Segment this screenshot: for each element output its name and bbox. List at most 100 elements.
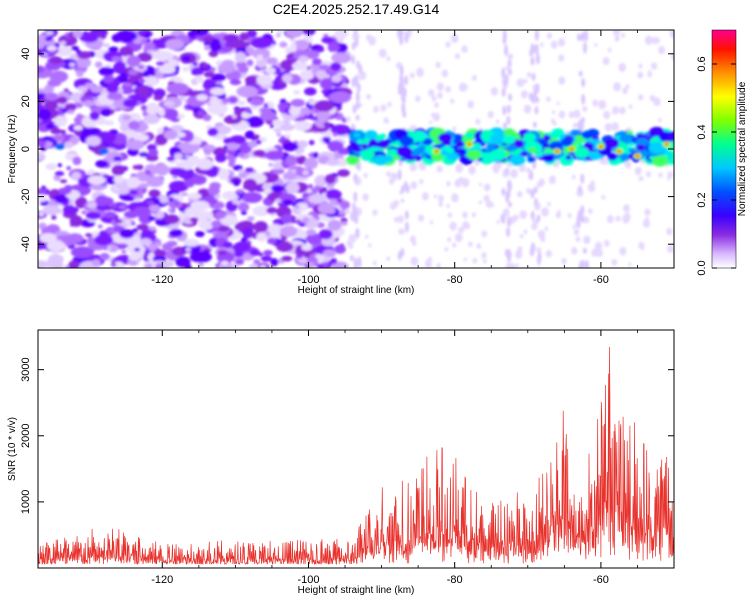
spectrogram-band-blob <box>604 137 620 149</box>
spectrogram-blob <box>300 69 315 80</box>
spectrogram-blob <box>87 175 106 185</box>
spectrogram-blob <box>471 74 477 81</box>
spectrogram-blob <box>601 194 606 200</box>
spectrogram-blob <box>54 143 65 150</box>
spectrogram-blob <box>126 55 141 68</box>
spectrogram-blob <box>104 120 115 126</box>
spectrogram-streak <box>580 173 585 184</box>
spectrogram-blob <box>50 128 62 135</box>
spectrogram-blob <box>276 30 284 35</box>
spectrogram-blob <box>537 230 546 239</box>
spectrogram-blob <box>256 232 267 242</box>
spectrogram-blob <box>407 32 412 38</box>
spectrogram-blob <box>95 195 109 207</box>
spectrogram-blob <box>447 237 452 243</box>
spectrogram-band-blob <box>413 147 424 156</box>
spectrogram-blob <box>190 174 207 185</box>
spectrogram-blob <box>393 216 399 223</box>
spectrogram-blob <box>220 260 229 266</box>
spectrogram-blob <box>567 213 572 219</box>
spectrogram-blob <box>547 202 551 207</box>
spectrogram-blob <box>452 126 457 132</box>
spectrogram-blob <box>179 95 186 101</box>
spectrogram-streak <box>530 210 535 221</box>
spectrogram-streak <box>531 242 536 250</box>
spectrogram-blob <box>231 114 237 119</box>
spectrogram-blob <box>110 262 117 267</box>
spectrogram-blob <box>57 96 68 105</box>
spectrogram-hotspot-core <box>434 149 439 153</box>
spectrogram-blob <box>38 108 52 121</box>
spectrogram-blob <box>304 157 318 170</box>
spectrogram-blob <box>229 135 246 145</box>
spectrogram-blob <box>285 155 298 167</box>
spectrogram-streak <box>578 70 583 77</box>
spectrogram-blob <box>481 230 488 238</box>
spectrogram-blob <box>269 124 274 129</box>
spectrogram-blob <box>667 171 674 179</box>
spectrogram-blob <box>56 46 73 57</box>
spectrogram-blob <box>42 205 61 215</box>
spectrogram-blob <box>550 175 556 182</box>
spectrogram-blob <box>90 85 104 93</box>
spectrogram-band-blob <box>353 132 361 138</box>
spectrogram-blob <box>75 70 84 78</box>
spectrogram-blob <box>444 247 449 252</box>
spectrogram-blob <box>450 33 459 44</box>
spectrogram-blob <box>187 192 202 200</box>
spectrogram-blob <box>293 39 310 49</box>
spectrogram-blob <box>71 171 82 180</box>
spectrogram-blob <box>615 215 621 222</box>
spectrogram-blob <box>198 219 215 231</box>
spectrogram-band-blob <box>509 154 526 166</box>
spectrogram-ytick-label-2: 0 <box>20 146 32 152</box>
spectrogram-band-blob <box>576 142 584 147</box>
spectrogram-blob <box>282 172 298 181</box>
spectrogram-blob <box>667 244 674 253</box>
spectrogram-streak <box>404 75 409 86</box>
spectrogram-blob <box>331 52 352 64</box>
spectrogram-blob <box>214 211 227 219</box>
spectrogram-blob <box>268 162 273 167</box>
spectrogram-blob <box>502 208 510 217</box>
spectrogram-streak <box>535 53 540 65</box>
spectrogram-blob <box>303 87 317 96</box>
spectrogram-band-blob <box>379 133 387 139</box>
spectrogram-blob <box>144 263 153 268</box>
spectrogram-blob <box>282 73 293 83</box>
spectrogram-blob <box>326 158 340 167</box>
spectrogram-blob <box>236 189 245 194</box>
spectrogram-blob <box>476 243 482 249</box>
spectrogram-ytick-label-4: 40 <box>20 48 32 60</box>
spectrogram-blob <box>53 115 68 127</box>
spectrogram-blob <box>60 129 66 135</box>
spectrogram-blob <box>151 50 169 61</box>
spectrogram-blob <box>69 215 83 227</box>
spectrogram-blob <box>169 167 187 177</box>
spectrogram-blob <box>587 183 596 193</box>
spectrogram-blob <box>290 98 306 108</box>
spectrogram-blob <box>658 45 666 55</box>
spectrogram-blob <box>138 78 146 84</box>
spectrogram-blob <box>279 41 288 48</box>
spectrogram-blob <box>433 194 438 199</box>
spectrogram-blob <box>345 116 351 123</box>
spectrogram-blob <box>496 219 500 224</box>
spectrogram-blob <box>54 171 65 177</box>
spectrogram-blob <box>39 98 47 103</box>
spectrogram-blob <box>285 30 304 38</box>
spectrogram-band-blob <box>425 154 432 160</box>
spectrogram-blob <box>587 208 593 214</box>
colorbar-bar <box>712 30 736 268</box>
spectrogram-blob <box>518 163 526 173</box>
spectrogram-blob <box>318 229 333 240</box>
snr-ytick-label-2: 3000 <box>20 357 32 381</box>
spectrogram-blob <box>555 211 561 219</box>
spectrogram-blob <box>628 262 632 266</box>
spectrogram-blob <box>218 168 230 180</box>
spectrogram-blob <box>348 233 357 244</box>
spectrogram-band-blob <box>651 154 669 167</box>
spectrogram-blob <box>505 66 509 71</box>
spectrogram-blob <box>603 239 610 247</box>
spectrogram-streak <box>352 105 357 114</box>
